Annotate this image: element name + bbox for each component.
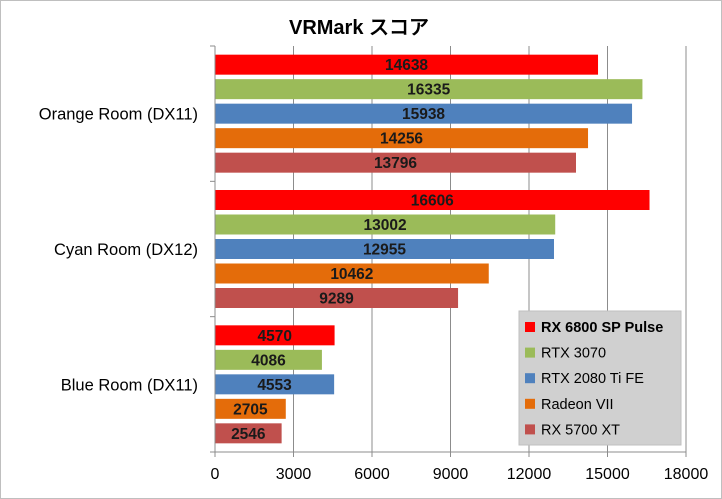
category-label: Cyan Room (DX12)	[54, 241, 198, 259]
bar	[215, 239, 554, 259]
data-label: 14638	[385, 57, 428, 74]
legend-swatch	[525, 398, 535, 409]
bar	[215, 79, 643, 100]
bar	[215, 349, 322, 370]
x-tick-label: 9000	[433, 466, 469, 483]
bar	[215, 214, 556, 235]
data-label: 4570	[258, 328, 292, 345]
bar	[215, 288, 459, 308]
bar	[215, 152, 576, 173]
legend-label: RX 5700 XT	[541, 422, 620, 438]
category-label: Orange Room (DX11)	[39, 106, 198, 124]
x-tick-label: 6000	[354, 466, 390, 483]
legend-box	[518, 310, 682, 446]
legend-label: RTX 3070	[541, 346, 606, 362]
legend-label: RTX 2080 Ti FE	[541, 371, 644, 387]
bar	[215, 325, 335, 346]
bar	[215, 398, 286, 419]
bar	[215, 54, 599, 75]
data-label: 16335	[407, 82, 450, 99]
x-tick-label: 18000	[664, 466, 709, 483]
data-label: 12955	[363, 242, 406, 259]
data-label: 14256	[380, 131, 423, 148]
bar	[215, 128, 589, 149]
data-label: 15938	[402, 106, 445, 123]
legend: RX 6800 SP Pulse RTX 3070 RTX 2080 Ti FE Ra…	[518, 310, 682, 446]
bar	[215, 263, 489, 284]
category-label: Blue Room (DX11)	[61, 376, 198, 394]
data-label: 4086	[251, 352, 286, 369]
data-label: 13796	[374, 155, 417, 172]
x-tick-label: 3000	[276, 466, 312, 483]
bar	[215, 374, 335, 395]
chart-title: VRMark スコア	[289, 17, 429, 39]
data-label: 2705	[233, 401, 268, 418]
legend-swatch	[525, 373, 535, 384]
axis-layer: 0 3000 6000 9000 12000 15000 18000 Orange Room …	[39, 45, 709, 483]
x-tick-label: 12000	[507, 466, 552, 483]
bar	[215, 423, 282, 444]
data-label: 2546	[231, 426, 266, 443]
data-label: 13002	[364, 217, 407, 234]
data-label: 16606	[411, 193, 454, 210]
legend-label: RX 6800 SP Pulse	[541, 320, 663, 336]
legend-label: Radeon VII	[541, 397, 614, 413]
bar	[215, 103, 633, 124]
data-label: 9289	[319, 291, 354, 308]
data-label: 4553	[257, 377, 292, 394]
x-tick-label: 0	[211, 466, 220, 483]
legend-swatch	[525, 347, 535, 358]
legend-swatch	[525, 322, 535, 332]
legend-swatch	[525, 424, 535, 435]
data-label: 10462	[330, 266, 373, 283]
bar	[215, 190, 650, 210]
x-tick-label: 15000	[585, 466, 630, 483]
